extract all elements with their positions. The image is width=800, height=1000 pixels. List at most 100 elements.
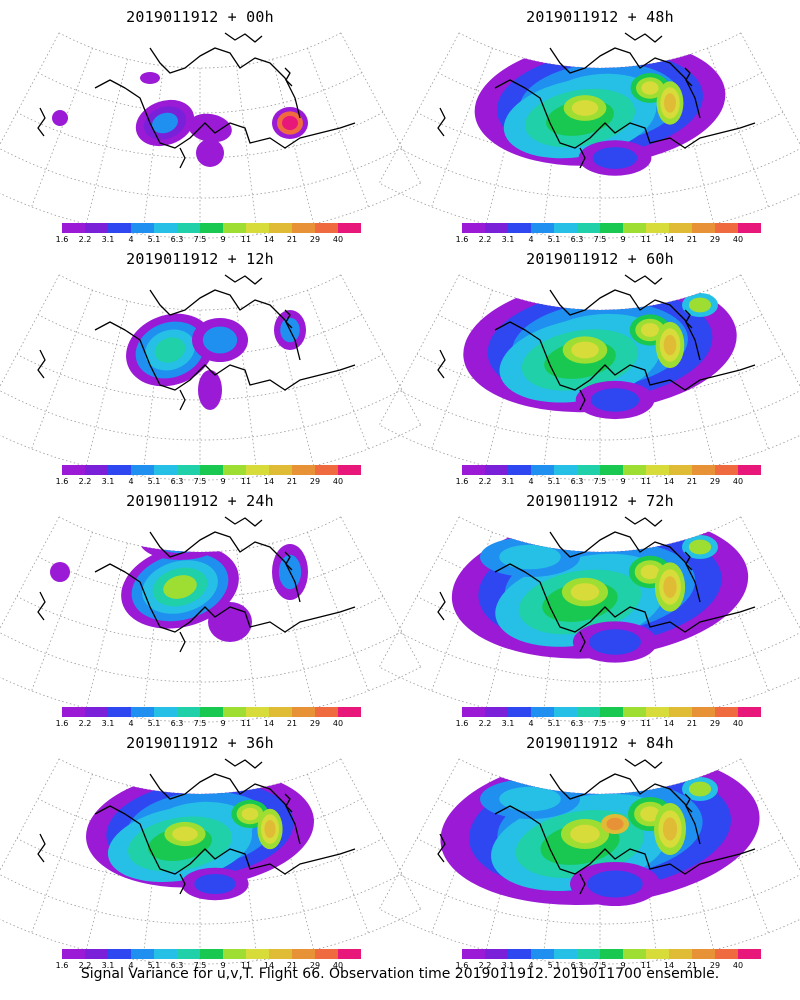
colorbar-label: 5.1 bbox=[547, 477, 561, 486]
colorbar-label: 21 bbox=[286, 235, 298, 244]
map-panel: 2019011912 + 24h 1.6 2.2 3.1 4 5.1 6.3 7.5 9 11 14… bbox=[0, 484, 422, 729]
colorbar-swatch bbox=[577, 707, 600, 717]
colorbar-label: 14 bbox=[263, 477, 275, 486]
polar-map bbox=[378, 32, 800, 239]
colorbar-swatch bbox=[85, 949, 108, 959]
colorbar-swatch bbox=[246, 465, 269, 475]
colorbar-swatch bbox=[531, 223, 554, 233]
colorbar-label: 2.2 bbox=[78, 235, 92, 244]
colorbar-label: 11 bbox=[640, 719, 652, 728]
colorbar-label: 11 bbox=[240, 719, 252, 728]
colorbar-label: 2.2 bbox=[78, 961, 92, 970]
colorbar-label: 5.1 bbox=[547, 235, 561, 244]
colorbar-label: 3.1 bbox=[501, 235, 515, 244]
colorbar-swatch bbox=[62, 707, 85, 717]
colorbar-label: 29 bbox=[709, 235, 721, 244]
colorbar-swatch bbox=[246, 707, 269, 717]
colorbar-swatch bbox=[177, 949, 200, 959]
colorbar-label: 4 bbox=[128, 477, 134, 486]
colorbar-swatch bbox=[131, 223, 154, 233]
colorbar-label: 29 bbox=[309, 235, 321, 244]
colorbar-label: 3.1 bbox=[101, 477, 115, 486]
polar-map bbox=[378, 758, 800, 965]
colorbar-swatch bbox=[223, 465, 246, 475]
variance-field bbox=[463, 277, 737, 420]
colorbar-swatch bbox=[292, 949, 315, 959]
colorbar-swatch bbox=[646, 223, 669, 233]
colorbar-swatch bbox=[738, 707, 761, 717]
colorbar-label: 9 bbox=[220, 477, 226, 486]
colorbar-swatch bbox=[292, 707, 315, 717]
polar-map bbox=[0, 758, 422, 965]
polar-map bbox=[0, 274, 422, 481]
colorbar-swatch bbox=[177, 223, 200, 233]
colorbar-label: 40 bbox=[332, 719, 344, 728]
colorbar-label: 7.5 bbox=[193, 719, 207, 728]
colorbar-label: 40 bbox=[732, 477, 744, 486]
colorbar-label: 9 bbox=[620, 477, 626, 486]
colorbar-label: 7.5 bbox=[193, 477, 207, 486]
colorbar-swatch bbox=[508, 949, 531, 959]
coastlines bbox=[437, 32, 756, 169]
colorbar-swatch bbox=[646, 465, 669, 475]
colorbar-swatch bbox=[154, 949, 177, 959]
colorbar-label: 1.6 bbox=[55, 235, 69, 244]
colorbar-swatch bbox=[715, 465, 738, 475]
colorbar-swatch bbox=[692, 707, 715, 717]
colorbar-swatch bbox=[108, 949, 131, 959]
colorbar-label: 9 bbox=[620, 961, 626, 970]
lat-lon-grid bbox=[0, 32, 422, 239]
colorbar-swatch bbox=[315, 707, 338, 717]
colorbar-swatch bbox=[462, 223, 485, 233]
colorbar-swatch bbox=[200, 949, 223, 959]
colorbar-label: 2.2 bbox=[478, 235, 492, 244]
colorbar-label: 2.2 bbox=[478, 961, 492, 970]
colorbar-label: 40 bbox=[332, 235, 344, 244]
colorbar-label: 4 bbox=[128, 235, 134, 244]
colorbar-swatch bbox=[246, 949, 269, 959]
colorbar-label: 21 bbox=[686, 961, 698, 970]
colorbar-swatch bbox=[715, 949, 738, 959]
colorbar-label: 11 bbox=[240, 961, 252, 970]
colorbar-swatch bbox=[508, 707, 531, 717]
colorbar-label: 7.5 bbox=[593, 719, 607, 728]
colorbar-swatch bbox=[462, 707, 485, 717]
map-panel: 2019011912 + 84h 1.6 2.2 3.1 4 5.1 6.3 7.5 9 11 14… bbox=[378, 726, 800, 971]
colorbar-label: 11 bbox=[240, 235, 252, 244]
colorbar-swatch bbox=[531, 949, 554, 959]
colorbar-swatch bbox=[554, 465, 577, 475]
colorbar-label: 7.5 bbox=[193, 961, 207, 970]
colorbar-label: 6.3 bbox=[570, 477, 584, 486]
colorbar-swatch bbox=[577, 223, 600, 233]
colorbar-label: 2.2 bbox=[478, 719, 492, 728]
colorbar-label: 40 bbox=[732, 235, 744, 244]
colorbar-swatch bbox=[292, 465, 315, 475]
colorbar-swatch bbox=[131, 465, 154, 475]
colorbar-swatch bbox=[131, 949, 154, 959]
colorbar-label: 29 bbox=[709, 961, 721, 970]
colorbar-swatch bbox=[246, 223, 269, 233]
colorbar-label: 1.6 bbox=[455, 719, 469, 728]
panel-title: 2019011912 + 24h bbox=[126, 492, 274, 510]
colorbar-label: 14 bbox=[663, 719, 675, 728]
colorbar-label: 5.1 bbox=[147, 235, 161, 244]
colorbar-label: 21 bbox=[686, 235, 698, 244]
colorbar-swatch bbox=[577, 465, 600, 475]
colorbar-swatch bbox=[154, 223, 177, 233]
colorbar-label: 9 bbox=[220, 719, 226, 728]
colorbar-swatch bbox=[62, 223, 85, 233]
colorbar-label: 29 bbox=[309, 719, 321, 728]
colorbar-label: 5.1 bbox=[147, 719, 161, 728]
colorbar-swatch bbox=[485, 223, 508, 233]
colorbar-swatch bbox=[200, 465, 223, 475]
colorbar-label: 11 bbox=[640, 235, 652, 244]
colorbar-label: 6.3 bbox=[570, 235, 584, 244]
coastlines bbox=[437, 274, 756, 411]
colorbar-label: 6.3 bbox=[570, 961, 584, 970]
colorbar-label: 7.5 bbox=[593, 477, 607, 486]
colorbar-swatch bbox=[531, 707, 554, 717]
colorbar-label: 3.1 bbox=[501, 719, 515, 728]
colorbar-swatch bbox=[738, 223, 761, 233]
colorbar: 1.6 2.2 3.1 4 5.1 6.3 7.5 9 11 14 21 29 40 bbox=[456, 707, 761, 731]
